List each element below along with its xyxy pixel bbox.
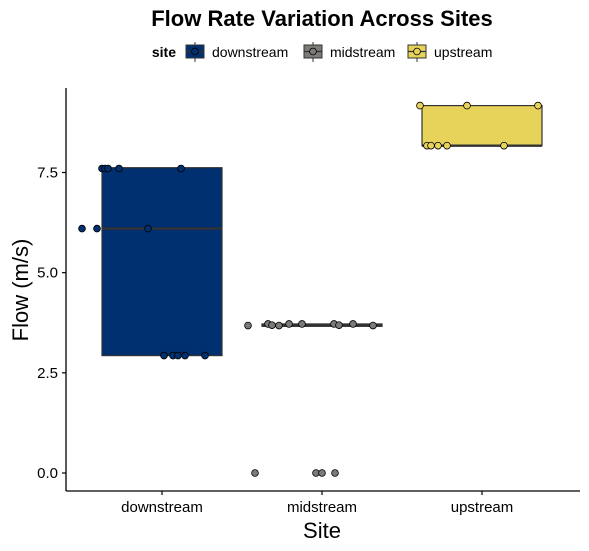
data-point: [160, 351, 168, 360]
legend-item-midstream: midstream: [303, 42, 395, 62]
chart-title: Flow Rate Variation Across Sites: [151, 6, 493, 31]
legend-item-upstream: upstream: [407, 42, 492, 62]
legend-item-downstream: downstream: [185, 42, 288, 62]
data-point: [177, 164, 185, 173]
data-point: [331, 469, 339, 477]
plot-area: 0.0 2.5 5.0 7.5 downstream midstream upstream: [37, 88, 580, 516]
legend-key-point: [413, 47, 421, 56]
x-axis-title: Site: [303, 518, 341, 543]
data-point: [463, 101, 471, 110]
data-point: [534, 101, 542, 110]
y-axis-title: Flow (m/s): [8, 239, 33, 342]
x-tick-label: upstream: [451, 499, 514, 516]
data-point: [174, 351, 182, 360]
data-point: [318, 469, 326, 477]
data-point: [434, 141, 442, 150]
data-point: [104, 164, 112, 173]
legend: site downstream midstream upstream: [152, 42, 492, 62]
legend-key-point: [309, 47, 317, 56]
box-upstream: [416, 101, 543, 150]
y-tick-label: 0.0: [37, 465, 58, 482]
y-tick-label: 5.0: [37, 265, 58, 282]
box-downstream: [78, 164, 223, 360]
box-rect: [421, 104, 543, 147]
y-tick-label: 2.5: [37, 365, 58, 382]
data-point: [268, 321, 276, 329]
y-tick-label: 7.5: [37, 165, 58, 182]
data-point: [427, 141, 435, 150]
data-point: [201, 351, 209, 360]
data-point: [93, 224, 101, 233]
data-point: [144, 224, 152, 233]
data-point: [369, 321, 377, 330]
legend-title: site: [152, 44, 176, 60]
legend-label: downstream: [212, 44, 288, 60]
legend-label: midstream: [330, 44, 395, 60]
legend-label: upstream: [434, 44, 492, 60]
data-point: [349, 320, 357, 328]
data-point: [285, 320, 293, 328]
data-point: [115, 164, 123, 173]
x-tick-label: midstream: [287, 499, 357, 516]
data-point: [251, 469, 259, 477]
data-point: [298, 320, 306, 328]
data-point: [500, 141, 508, 150]
data-point: [416, 101, 424, 110]
data-point: [244, 321, 252, 330]
data-point: [443, 141, 451, 150]
data-point: [275, 321, 283, 330]
data-point: [181, 351, 189, 360]
box-rect: [101, 167, 223, 357]
x-tick-label: downstream: [121, 499, 203, 516]
box-midstream: [244, 320, 383, 477]
data-point: [335, 321, 343, 329]
data-point: [78, 224, 86, 233]
legend-key-point: [191, 47, 199, 56]
